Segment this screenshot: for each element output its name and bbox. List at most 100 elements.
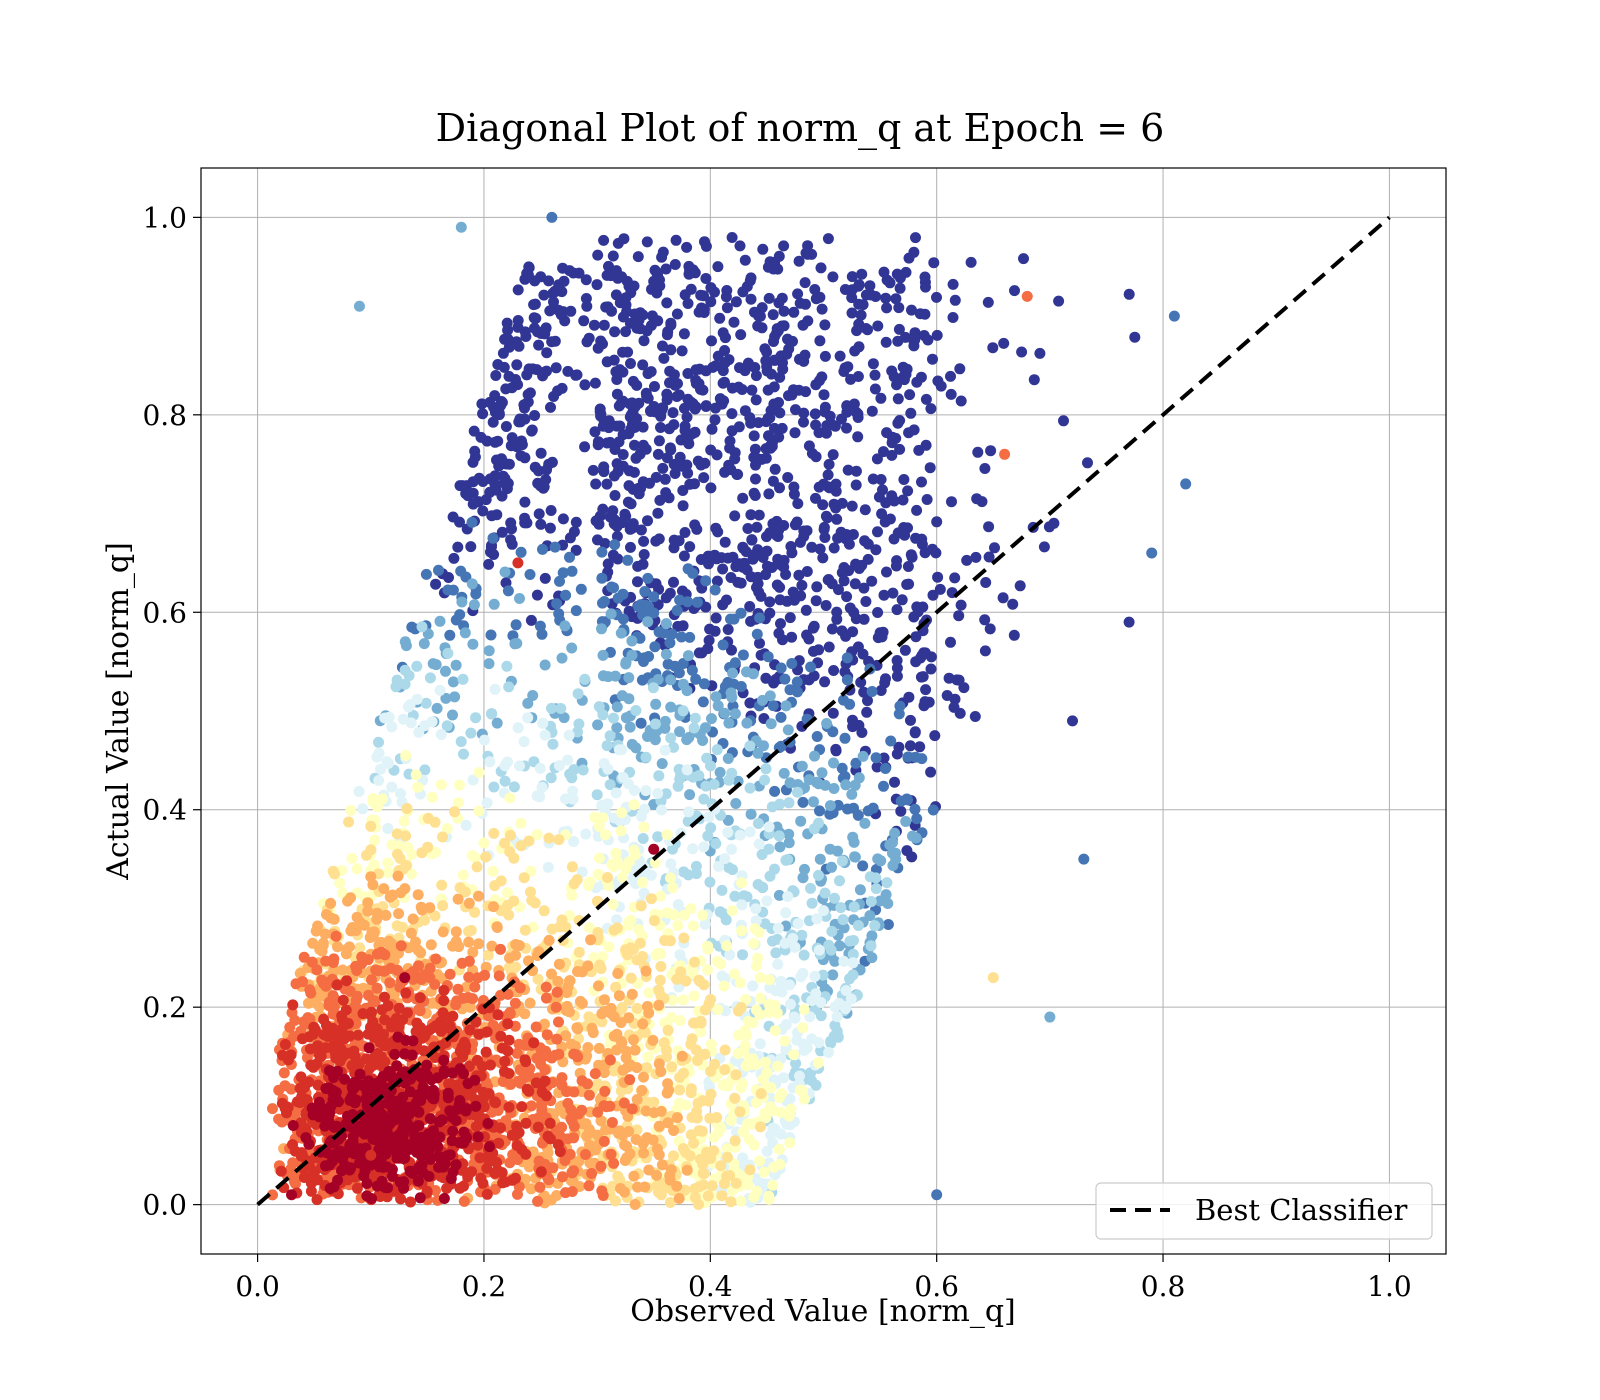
scatter-point — [722, 624, 734, 635]
scatter-point — [391, 964, 403, 976]
scatter-point — [502, 988, 514, 1000]
scatter-point — [709, 549, 721, 561]
scatter-point — [486, 510, 498, 522]
scatter-point — [814, 805, 825, 817]
scatter-point — [943, 672, 955, 684]
scatter-point — [700, 575, 712, 587]
scatter-point — [505, 829, 516, 841]
scatter-point — [844, 935, 856, 947]
scatter-point — [536, 781, 548, 793]
scatter-point — [763, 488, 775, 500]
scatter-point — [649, 857, 661, 869]
scatter-point — [566, 642, 578, 654]
scatter-point — [769, 863, 780, 875]
scatter-point — [910, 631, 922, 643]
scatter-point — [653, 533, 665, 545]
scatter-point — [664, 637, 676, 649]
scatter-point — [734, 977, 746, 989]
scatter-point — [947, 278, 959, 290]
scatter-point — [305, 1059, 317, 1071]
scatter-point — [633, 923, 644, 935]
scatter-point — [809, 284, 821, 295]
scatter-point — [539, 659, 551, 671]
scatter-point — [817, 499, 829, 511]
scatter-point — [384, 891, 396, 903]
scatter-point — [597, 812, 609, 824]
scatter-point — [909, 803, 921, 815]
scatter-point — [688, 990, 700, 1002]
scatter-point — [776, 422, 788, 434]
scatter-point — [689, 1183, 701, 1195]
scatter-point — [732, 468, 744, 480]
scatter-point — [628, 784, 640, 796]
scatter-point — [916, 538, 928, 550]
scatter-point — [399, 636, 411, 648]
scatter-point — [456, 596, 468, 608]
scatter-point — [881, 877, 893, 889]
scatter-point — [881, 566, 892, 578]
scatter-point — [750, 394, 762, 406]
scatter-point — [681, 764, 693, 776]
scatter-point — [600, 1124, 612, 1136]
scatter-point — [819, 887, 831, 899]
scatter-point — [337, 994, 349, 1006]
scatter-point — [730, 1177, 742, 1189]
scatter-point — [739, 1040, 751, 1052]
scatter-point — [467, 638, 479, 650]
scatter-point — [662, 1117, 674, 1129]
scatter-point — [473, 472, 485, 484]
scatter-point — [312, 920, 324, 932]
scatter-point — [402, 841, 414, 853]
scatter-point — [510, 619, 522, 631]
scatter-point — [815, 997, 827, 1008]
scatter-point — [632, 576, 643, 588]
scatter-point — [631, 1002, 643, 1014]
scatter-point — [737, 1126, 749, 1138]
scatter-point — [487, 532, 499, 544]
scatter-point — [545, 505, 557, 516]
scatter-point — [710, 402, 721, 414]
scatter-point — [788, 306, 800, 318]
scatter-point — [546, 968, 557, 980]
scatter-point — [690, 364, 702, 376]
scatter-point — [948, 701, 960, 713]
scatter-point — [553, 608, 565, 620]
scatter-point — [506, 382, 518, 394]
scatter-point — [862, 538, 874, 550]
scatter-point — [660, 263, 672, 275]
scatter-point — [891, 604, 903, 616]
scatter-point — [774, 581, 786, 593]
scatter-point — [830, 743, 842, 755]
scatter-point — [530, 1021, 542, 1033]
scatter-point — [894, 700, 906, 712]
scatter-point — [875, 474, 887, 485]
scatter-point — [782, 854, 794, 865]
scatter-point — [610, 847, 622, 859]
scatter-point — [891, 379, 902, 391]
scatter-point — [411, 1017, 423, 1029]
scatter-point — [547, 738, 559, 750]
scatter-point — [643, 1164, 655, 1176]
scatter-point — [706, 1180, 718, 1192]
scatter-point — [498, 361, 510, 373]
scatter-point — [780, 907, 792, 919]
scatter-point — [891, 662, 903, 674]
scatter-point — [513, 416, 525, 428]
scatter-point — [519, 1054, 531, 1066]
scatter-point — [778, 240, 790, 252]
scatter-point — [422, 628, 434, 640]
scatter-point — [323, 996, 335, 1008]
scatter-point — [399, 883, 411, 895]
scatter-point — [635, 717, 647, 729]
scatter-point — [373, 775, 385, 786]
scatter-point — [535, 1166, 547, 1178]
scatter-point — [803, 774, 815, 786]
scatter-point — [522, 697, 534, 709]
scatter-point — [773, 1143, 785, 1155]
scatter-point — [925, 663, 937, 675]
scatter-point — [763, 974, 775, 986]
scatter-point — [337, 1051, 349, 1063]
scatter-point — [303, 997, 314, 1009]
scatter-point — [382, 823, 394, 834]
scatter-point — [878, 266, 890, 278]
